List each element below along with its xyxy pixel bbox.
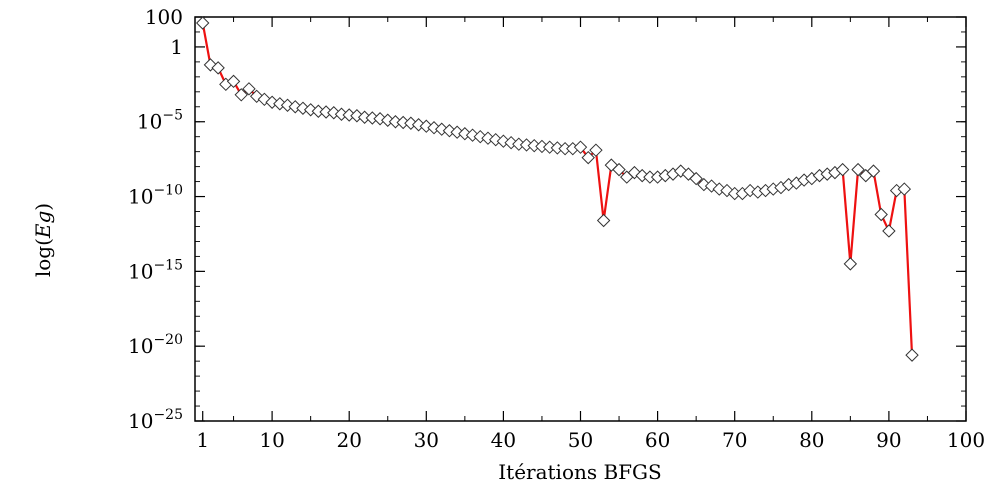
- data-point: [589, 143, 603, 157]
- data-point: [843, 257, 858, 271]
- axis-tick-labels: 1 10 20 30 40 50 60 70 80 90 100 100 1 10−5 10−10 10−15…: [128, 5, 985, 452]
- x-tick-label: 60: [645, 428, 670, 452]
- x-axis-title: Itérations BFGS: [498, 460, 662, 484]
- series-line: [201, 22, 914, 356]
- x-tick-label: 20: [336, 428, 361, 452]
- data-series: [196, 16, 919, 362]
- x-tick-label: 10: [259, 428, 284, 452]
- data-point: [835, 162, 850, 177]
- data-point: [581, 150, 595, 165]
- y-tick-label: 10−25: [128, 407, 183, 433]
- data-point: [689, 171, 703, 186]
- y-axis-title: log(Eg): [31, 203, 55, 277]
- x-tick-label: 80: [799, 428, 824, 452]
- data-point: [874, 207, 888, 222]
- y-tick-label: 10−15: [128, 257, 183, 283]
- data-point: [851, 162, 865, 177]
- data-point: [226, 74, 241, 89]
- y-tick-label: 1: [170, 35, 183, 59]
- data-point: [882, 224, 896, 238]
- y-tick-label: 10−5: [137, 108, 183, 134]
- data-point: [596, 213, 611, 228]
- x-tick-label: 1: [196, 428, 209, 452]
- x-tick-label: 50: [568, 428, 593, 452]
- data-point: [411, 118, 426, 132]
- x-tick-label: 40: [491, 428, 516, 452]
- data-point: [905, 348, 919, 362]
- data-point: [234, 88, 248, 102]
- data-point: [897, 182, 912, 196]
- data-point: [211, 61, 225, 75]
- data-point: [866, 164, 881, 178]
- y-tick-label: 10−20: [128, 332, 183, 358]
- y-tick-label: 10−10: [128, 183, 183, 209]
- data-point: [612, 162, 626, 177]
- x-tick-label: 100: [947, 428, 985, 452]
- x-tick-label: 30: [414, 428, 439, 452]
- axis-ticks: [195, 16, 967, 422]
- data-point: [196, 16, 210, 30]
- x-tick-label: 90: [876, 428, 901, 452]
- y-tick-label: 100: [145, 5, 183, 29]
- y-axis-label: log(Eg): [31, 203, 55, 277]
- data-point: [573, 140, 588, 154]
- plot-frame: [194, 16, 967, 422]
- data-point: [242, 82, 256, 96]
- x-tick-label: 70: [722, 428, 747, 452]
